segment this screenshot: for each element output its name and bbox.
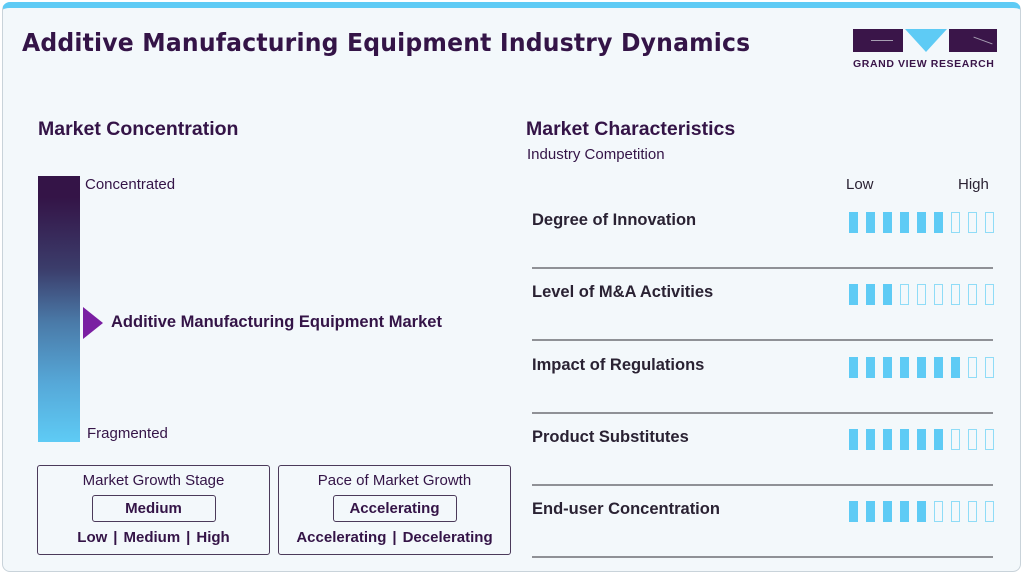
rating-bars [849, 429, 994, 450]
rating-bar-filled-icon [917, 501, 926, 522]
growth-pace-box: Pace of Market Growth Accelerating Accel… [278, 465, 511, 555]
rating-bar-empty-icon [934, 501, 943, 522]
rating-bars [849, 284, 994, 305]
rating-bar-empty-icon [917, 284, 926, 305]
rating-bar-filled-icon [849, 501, 858, 522]
logo-g-block [853, 29, 903, 52]
rating-bar-filled-icon [883, 357, 892, 378]
rating-bars [849, 501, 994, 522]
growth-pace-title: Pace of Market Growth [317, 472, 472, 489]
rating-bar-filled-icon [866, 284, 875, 305]
growth-stage-options: Low | Medium | High [77, 529, 230, 546]
grand-view-research-logo: GRAND VIEW RESEARCH [853, 29, 998, 70]
rating-bar-filled-icon [849, 357, 858, 378]
page-title: Additive Manufacturing Equipment Industr… [22, 28, 751, 57]
rating-bar-filled-icon [900, 212, 909, 233]
rating-bars [849, 212, 994, 233]
characteristic-label: Product Substitutes [532, 428, 689, 446]
rating-bar-filled-icon [866, 357, 875, 378]
rating-bar-empty-icon [951, 284, 960, 305]
market-concentration-title: Market Concentration [38, 118, 239, 140]
concentrated-label: Concentrated [85, 176, 176, 193]
rating-bar-empty-icon [968, 357, 977, 378]
growth-stage-option: Low [77, 529, 108, 546]
characteristic-row: Impact of Regulations [532, 342, 994, 414]
rating-bar-filled-icon [866, 429, 875, 450]
growth-pace-option: Decelerating [402, 529, 493, 546]
rating-bar-filled-icon [883, 284, 892, 305]
rating-bar-filled-icon [934, 212, 943, 233]
scale-low-label: Low [846, 176, 874, 193]
rating-bar-empty-icon [968, 501, 977, 522]
growth-pace-options: Accelerating | Decelerating [296, 529, 493, 546]
concentration-gradient-bar [38, 176, 80, 442]
rating-bar-filled-icon [866, 212, 875, 233]
scale-high-label: High [958, 176, 989, 193]
rating-bar-empty-icon [951, 429, 960, 450]
logo-v-triangle [905, 29, 947, 52]
logo-mark-icon [853, 29, 998, 52]
growth-pace-value: Accelerating [332, 495, 457, 522]
rating-bar-empty-icon [968, 429, 977, 450]
characteristic-label: Level of M&A Activities [532, 283, 714, 301]
characteristic-row: Degree of Innovation [532, 197, 994, 269]
rating-bar-empty-icon [985, 429, 994, 450]
rating-bar-empty-icon [968, 212, 977, 233]
market-characteristics-title: Market Characteristics [526, 118, 736, 140]
rating-bar-empty-icon [968, 284, 977, 305]
market-position-label: Additive Manufacturing Equipment Market [111, 313, 442, 331]
growth-pace-option: Accelerating [296, 529, 387, 546]
growth-stage-value: Medium [91, 495, 216, 522]
growth-stage-option: Medium [123, 529, 181, 546]
characteristic-row: End-user Concentration [532, 486, 994, 558]
rating-bar-filled-icon [917, 212, 926, 233]
rating-bar-empty-icon [985, 357, 994, 378]
growth-stage-box: Market Growth Stage Medium Low | Medium | Hi… [37, 465, 270, 555]
market-position-marker-icon [83, 307, 103, 339]
characteristic-label: Degree of Innovation [532, 211, 697, 229]
characteristic-label: Impact of Regulations [532, 356, 705, 374]
rating-bar-filled-icon [883, 429, 892, 450]
rating-bar-empty-icon [951, 212, 960, 233]
rating-bar-filled-icon [917, 357, 926, 378]
rating-bar-filled-icon [900, 429, 909, 450]
rating-bar-filled-icon [917, 429, 926, 450]
rating-bar-filled-icon [900, 501, 909, 522]
rating-bar-filled-icon [849, 429, 858, 450]
rating-bar-filled-icon [900, 357, 909, 378]
characteristic-label: End-user Concentration [532, 500, 720, 518]
rating-bar-empty-icon [900, 284, 909, 305]
characteristic-row: Level of M&A Activities [532, 269, 994, 341]
logo-text: GRAND VIEW RESEARCH [853, 58, 995, 70]
rating-bar-filled-icon [934, 429, 943, 450]
logo-r-block [949, 29, 997, 52]
rating-bar-empty-icon [985, 501, 994, 522]
rating-bar-empty-icon [934, 284, 943, 305]
industry-competition-subtitle: Industry Competition [527, 146, 665, 163]
characteristic-row: Product Substitutes [532, 414, 994, 486]
rating-bar-filled-icon [883, 501, 892, 522]
growth-stage-title: Market Growth Stage [82, 472, 225, 489]
rating-bar-filled-icon [934, 357, 943, 378]
fragmented-label: Fragmented [87, 425, 168, 442]
rating-bar-empty-icon [951, 501, 960, 522]
growth-stage-option: High [196, 529, 230, 546]
rating-bar-filled-icon [849, 284, 858, 305]
rating-bar-filled-icon [849, 212, 858, 233]
rating-bar-filled-icon [951, 357, 960, 378]
rating-bar-filled-icon [866, 501, 875, 522]
rating-bar-empty-icon [985, 284, 994, 305]
rating-bar-empty-icon [985, 212, 994, 233]
rating-bar-filled-icon [883, 212, 892, 233]
rating-bars [849, 357, 994, 378]
